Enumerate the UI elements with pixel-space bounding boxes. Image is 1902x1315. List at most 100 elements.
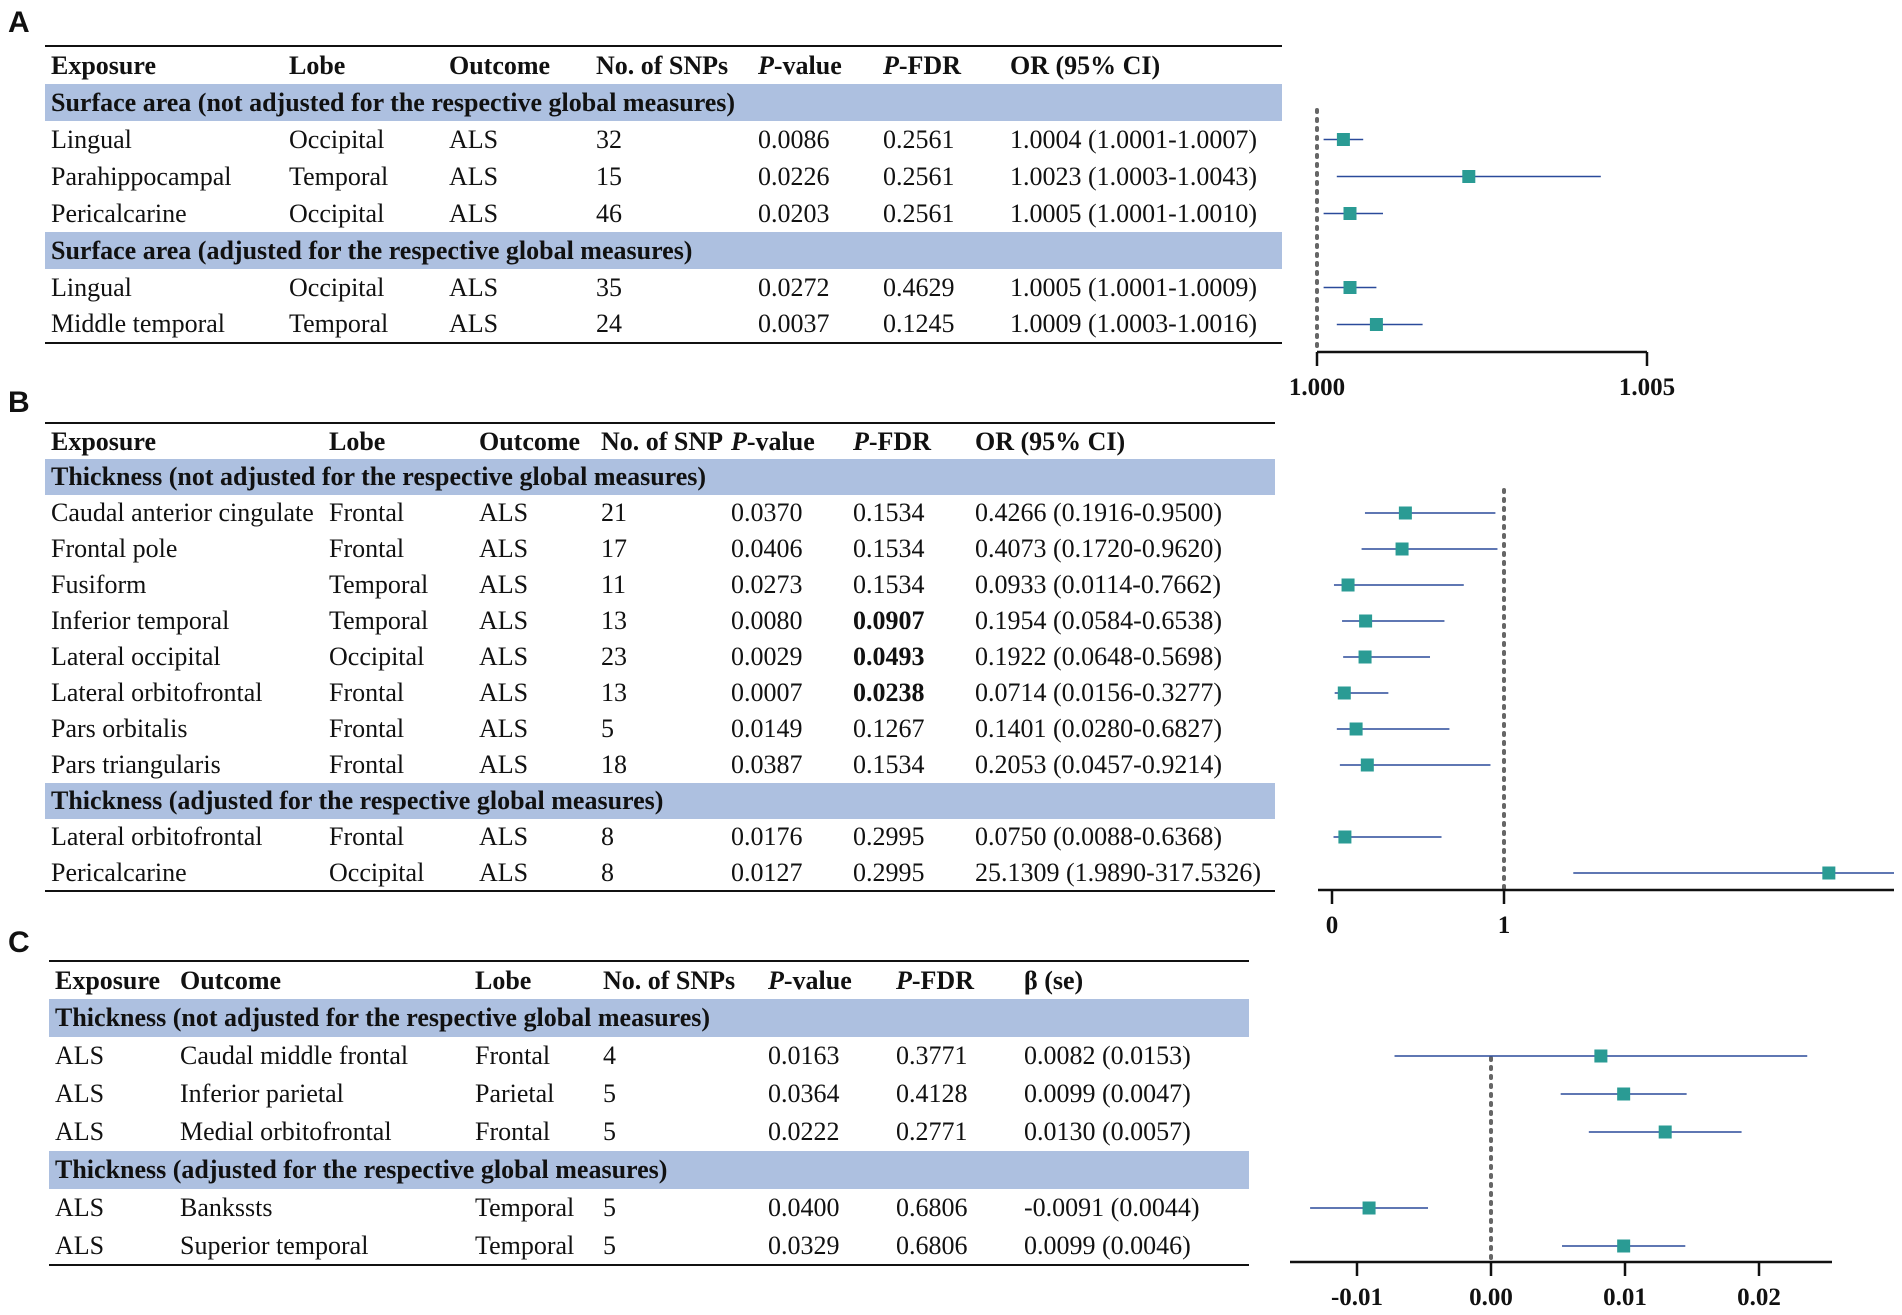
cell-pvalue: 0.0226	[758, 161, 830, 191]
cell-pvalue: 0.0029	[731, 642, 803, 671]
cell-exposure: Pars orbitalis	[51, 714, 188, 743]
header-outcome: Outcome	[449, 50, 551, 80]
section-title: Thickness (adjusted for the respective g…	[49, 1151, 1249, 1189]
cell-outcome: Superior temporal	[180, 1230, 369, 1260]
table-row: ALS Bankssts Temporal 5 0.0400 0.6806 -0.0091 …	[49, 1189, 1249, 1227]
cell-exposure: Pars triangularis	[51, 750, 221, 779]
cell-pvalue: 0.0127	[731, 857, 803, 887]
table-row: Frontal pole Frontal ALS 17 0.0406 0.1534 0.40…	[45, 531, 1275, 567]
header-pvalue: P-value	[752, 46, 877, 84]
cell-pvalue: 0.0007	[731, 678, 803, 707]
cell-beta: -0.0091 (0.0044)	[1024, 1193, 1200, 1222]
cell-pvalue: 0.0176	[731, 822, 803, 851]
estimate-marker-b	[1338, 830, 1352, 844]
header-exposure: Exposure	[55, 965, 160, 995]
header-pvalue: P-value	[725, 423, 847, 459]
header-p-letter: P	[731, 426, 747, 456]
cell-pvalue: 0.0086	[758, 124, 830, 154]
header-lobe: Lobe	[475, 965, 532, 995]
cell-or: 0.4073 (0.1720-0.9620)	[975, 534, 1222, 563]
table-row: ALS Inferior parietal Parietal 5 0.0364 0.412…	[49, 1075, 1249, 1113]
estimate-marker-b	[1359, 614, 1373, 628]
cell-lobe: Occipital	[329, 642, 425, 671]
header-pvalue: P-value	[762, 961, 890, 999]
cell-lobe: Parietal	[475, 1079, 555, 1108]
cell-outcome: ALS	[479, 606, 529, 635]
estimate-marker-b	[1341, 578, 1355, 592]
estimate-marker-b	[1358, 650, 1372, 664]
panel-c-letter: C	[8, 926, 30, 959]
estimate-marker-b	[1398, 506, 1412, 520]
cell-lobe: Occipital	[329, 857, 425, 887]
cell-exposure: ALS	[55, 1117, 105, 1146]
cell-lobe: Occipital	[289, 198, 385, 228]
table-row: Fusiform Temporal ALS 11 0.0273 0.1534 0.0933 …	[45, 567, 1275, 603]
x-tick-label-b: 0	[1326, 912, 1339, 939]
table-row: Pericalcarine Occipital ALS 46 0.0203 0.2561 1…	[45, 195, 1282, 232]
cell-exposure: ALS	[55, 1041, 105, 1070]
estimate-marker-b	[1349, 722, 1363, 736]
x-tick-label-a: 1.005	[1619, 374, 1675, 401]
x-tick-label-b: 1	[1498, 912, 1511, 939]
cell-exposure: Parahippocampal	[51, 161, 232, 191]
header-outcome: Outcome	[180, 965, 282, 995]
cell-beta: 0.0099 (0.0047)	[1024, 1079, 1191, 1108]
cell-pfdr: 0.1267	[853, 714, 925, 743]
cell-or: 0.1922 (0.0648-0.5698)	[975, 642, 1222, 671]
table-row: Parahippocampal Temporal ALS 15 0.0226 0.2561…	[45, 158, 1282, 195]
cell-or: 25.1309 (1.9890-317.5326)	[975, 857, 1261, 887]
header-p-letter: P	[853, 426, 869, 456]
cell-lobe: Occipital	[289, 272, 385, 302]
estimate-marker-a	[1343, 207, 1357, 220]
estimate-marker-a	[1336, 133, 1350, 146]
header-pvalue-suffix: -value	[783, 965, 852, 995]
header-outcome: Outcome	[479, 426, 581, 456]
cell-pvalue: 0.0163	[768, 1041, 840, 1070]
cell-lobe: Occipital	[289, 124, 385, 154]
cell-pvalue: 0.0406	[731, 534, 803, 563]
cell-lobe: Temporal	[289, 309, 389, 338]
header-pfdr: P-FDR	[847, 423, 969, 459]
cell-exposure: Middle temporal	[51, 309, 226, 338]
estimate-marker-b	[1822, 866, 1836, 880]
header-pfdr: P-FDR	[877, 46, 1004, 84]
cell-exposure: ALS	[55, 1230, 105, 1260]
cell-outcome: ALS	[449, 309, 499, 338]
header-pfdr-suffix: -FDR	[898, 50, 961, 80]
estimate-marker-a	[1369, 318, 1383, 331]
cell-exposure: Lateral orbitofrontal	[51, 822, 263, 851]
header-p-letter: P	[758, 50, 774, 80]
cell-or: 1.0005 (1.0001-1.0010)	[1010, 198, 1257, 228]
cell-exposure: Inferior temporal	[51, 606, 230, 635]
cell-exposure: ALS	[55, 1079, 105, 1108]
cell-or: 0.0750 (0.0088-0.6368)	[975, 822, 1222, 851]
header-snps: No. of SNP	[601, 426, 724, 456]
cell-lobe: Frontal	[329, 714, 405, 743]
section-title: Thickness (adjusted for the respective g…	[45, 783, 1275, 819]
x-tick-label-a: 1.000	[1289, 374, 1345, 401]
cell-outcome: Medial orbitofrontal	[180, 1117, 392, 1146]
header-pvalue-suffix: -value	[746, 426, 815, 456]
cell-lobe: Temporal	[475, 1193, 575, 1222]
estimate-marker-a	[1343, 281, 1357, 294]
table-row: Lingual Occipital ALS 35 0.0272 0.4629 1.0005 …	[45, 269, 1282, 306]
table-row: Pars triangularis Frontal ALS 18 0.0387 0.153…	[45, 747, 1275, 783]
cell-pvalue: 0.0149	[731, 714, 803, 743]
cell-pfdr: 0.1534	[853, 570, 925, 599]
header-or: OR (95% CI)	[975, 426, 1126, 456]
panel-a-table: Exposure Lobe Outcome No. of SNPs P-valu…	[45, 45, 1282, 344]
estimate-marker-b	[1360, 758, 1374, 772]
cell-snps: 13	[601, 678, 627, 707]
cell-pfdr: 0.6806	[896, 1193, 968, 1222]
cell-pvalue: 0.0080	[731, 606, 803, 635]
estimate-marker-b	[1337, 686, 1351, 700]
cell-snps: 8	[601, 857, 614, 887]
cell-outcome: Inferior parietal	[180, 1079, 344, 1108]
cell-snps: 11	[601, 570, 627, 599]
estimate-marker-b	[1395, 542, 1409, 556]
cell-outcome: ALS	[479, 570, 529, 599]
cell-pfdr: 0.2561	[883, 124, 955, 154]
estimate-marker-c	[1362, 1201, 1376, 1215]
cell-outcome: ALS	[449, 198, 499, 228]
cell-pfdr: 0.4629	[883, 272, 955, 302]
